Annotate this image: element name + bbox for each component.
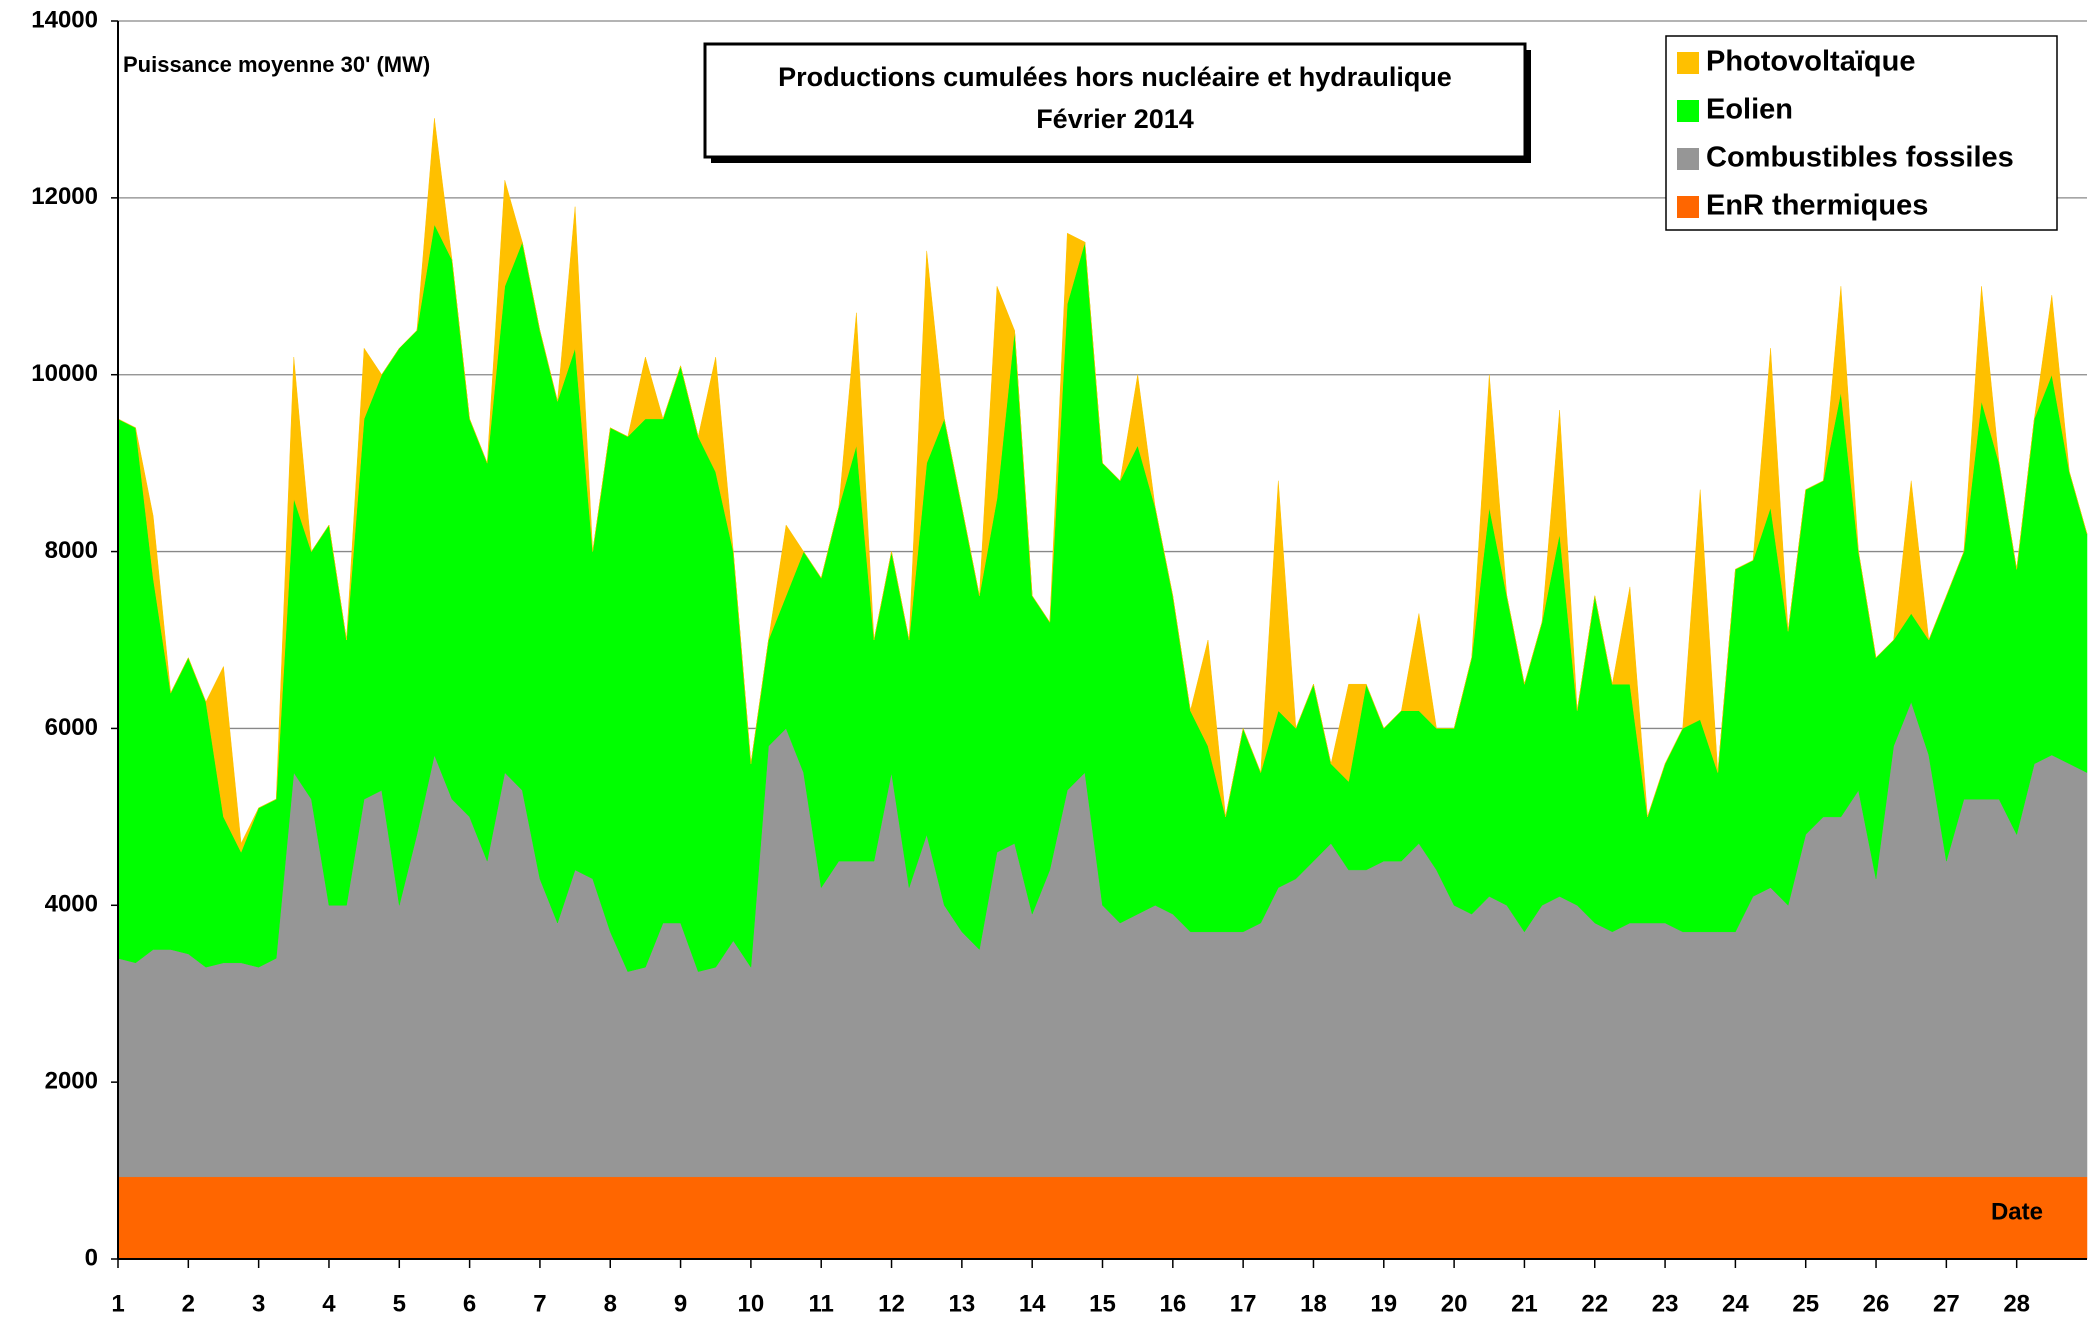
legend-swatch xyxy=(1677,196,1699,218)
x-tick-label: 11 xyxy=(809,1290,834,1317)
y-tick-label: 10000 xyxy=(31,360,98,387)
y-tick-label: 2000 xyxy=(45,1067,98,1094)
legend-label: Eolien xyxy=(1706,94,1793,126)
x-tick-label: 9 xyxy=(674,1290,687,1317)
x-tick-label: 16 xyxy=(1159,1290,1186,1317)
y-axis-label: Puissance moyenne 30' (MW) xyxy=(123,52,430,77)
areas xyxy=(117,118,2088,1260)
x-tick-label: 21 xyxy=(1511,1290,1538,1317)
legend-label: EnR thermiques xyxy=(1706,190,1928,222)
x-tick-label: 14 xyxy=(1019,1290,1046,1317)
x-tick-label: 24 xyxy=(1722,1290,1749,1317)
x-tick-label: 2 xyxy=(182,1290,195,1317)
x-tick-label: 27 xyxy=(1933,1290,1960,1317)
area xyxy=(117,118,2088,853)
title-box xyxy=(703,42,1527,159)
x-tick-label: 26 xyxy=(1863,1290,1890,1317)
x-tick-label: 20 xyxy=(1441,1290,1468,1317)
x-tick-label: 23 xyxy=(1652,1290,1679,1317)
y-tick-label: 12000 xyxy=(31,183,98,210)
x-tick-label: 17 xyxy=(1230,1290,1257,1317)
x-tick-label: 12 xyxy=(878,1290,905,1317)
x-tick-label: 7 xyxy=(533,1290,546,1317)
legend-box xyxy=(1665,35,2058,231)
legend-label: Combustibles fossiles xyxy=(1706,142,2014,174)
y-tick-label: 8000 xyxy=(45,537,98,564)
legend-label: Photovoltaïque xyxy=(1706,46,1915,78)
y-tick-label: 6000 xyxy=(45,714,98,741)
x-tick-label: 25 xyxy=(1792,1290,1819,1317)
x-tick-label: 1 xyxy=(111,1290,124,1317)
x-tick-label: 3 xyxy=(252,1290,265,1317)
chart-title: Productions cumulées hors nucléaire et h… xyxy=(778,62,1452,92)
x-axis-label: Date xyxy=(1991,1198,2043,1225)
area xyxy=(117,1176,2088,1260)
x-tick-label: 28 xyxy=(2003,1290,2030,1317)
y-tick-label: 0 xyxy=(85,1244,98,1271)
x-tick-label: 4 xyxy=(322,1290,336,1317)
x-tick-label: 8 xyxy=(604,1290,617,1317)
x-tick-label: 10 xyxy=(738,1290,765,1317)
legend-swatch xyxy=(1677,52,1699,74)
x-tick-label: 5 xyxy=(393,1290,406,1317)
x-tick-label: 18 xyxy=(1300,1290,1327,1317)
legend-swatch xyxy=(1677,100,1699,122)
legend-swatch xyxy=(1677,148,1699,170)
x-tick-label: 6 xyxy=(463,1290,476,1317)
x-tick-label: 19 xyxy=(1370,1290,1397,1317)
chart-subtitle: Février 2014 xyxy=(1036,104,1194,134)
y-tick-label: 14000 xyxy=(31,6,98,33)
x-tick-label: 13 xyxy=(949,1290,976,1317)
y-tick-label: 4000 xyxy=(45,891,98,918)
legend: Photovoltaïque Eolien Combustibles fossile… xyxy=(1677,46,2014,222)
x-tick-label: 15 xyxy=(1089,1290,1116,1317)
x-tick-label: 22 xyxy=(1581,1290,1608,1317)
